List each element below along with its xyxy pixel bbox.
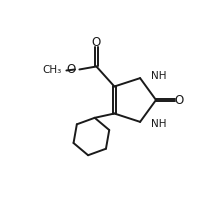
Text: O: O xyxy=(92,36,101,49)
Text: NH: NH xyxy=(151,119,167,129)
Text: O: O xyxy=(175,94,184,106)
Text: CH₃: CH₃ xyxy=(42,65,61,75)
Text: NH: NH xyxy=(151,71,167,81)
Text: O: O xyxy=(66,63,76,76)
